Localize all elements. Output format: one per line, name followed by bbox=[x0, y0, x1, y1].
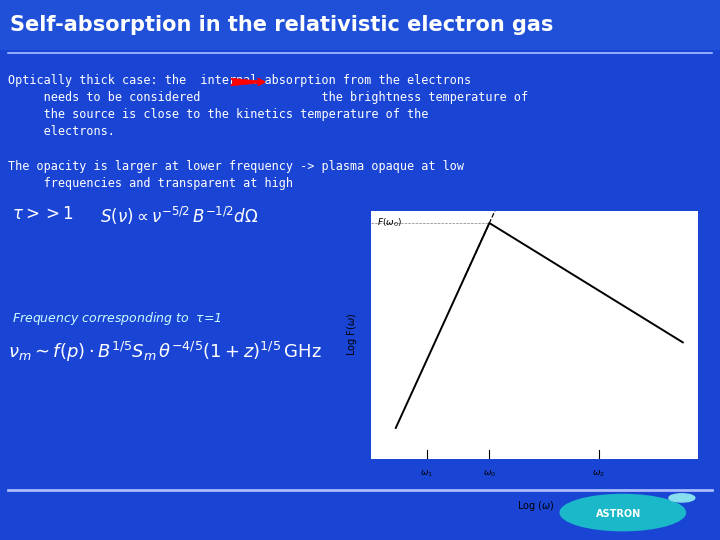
Text: ASTRON: ASTRON bbox=[596, 509, 641, 519]
Text: $\tau >>1$: $\tau >>1$ bbox=[12, 205, 74, 223]
Circle shape bbox=[669, 494, 695, 502]
Text: $\omega_0$: $\omega_0$ bbox=[483, 468, 496, 479]
Text: needs to be considered: needs to be considered bbox=[8, 91, 200, 104]
Text: Optically thick case: the  internal absorption from the electrons: Optically thick case: the internal absor… bbox=[8, 74, 471, 87]
Text: $\nu_m\sim f(p)\cdot B^{1/5}S_m\,\theta^{-4/5}(1+z)^{1/5}\,\mathrm{GHz}$: $\nu_m\sim f(p)\cdot B^{1/5}S_m\,\theta^… bbox=[8, 340, 322, 364]
Text: Self-absorption in the relativistic electron gas: Self-absorption in the relativistic elec… bbox=[10, 15, 554, 35]
Text: $S(\nu)\propto\nu^{-5/2}\,B^{-1/2}d\Omega$: $S(\nu)\propto\nu^{-5/2}\,B^{-1/2}d\Omeg… bbox=[100, 205, 258, 227]
Ellipse shape bbox=[559, 494, 686, 531]
Text: the brightness temperature of: the brightness temperature of bbox=[8, 91, 528, 104]
Text: $\omega_2$: $\omega_2$ bbox=[592, 468, 605, 479]
Text: The opacity is larger at lower frequency -> plasma opaque at low: The opacity is larger at lower frequency… bbox=[8, 160, 464, 173]
FancyBboxPatch shape bbox=[0, 0, 720, 50]
Text: the source is close to the kinetics temperature of the: the source is close to the kinetics temp… bbox=[8, 108, 428, 121]
Text: $\omega_1$: $\omega_1$ bbox=[420, 468, 433, 479]
Text: Frequency corresponding to  $\tau$=1: Frequency corresponding to $\tau$=1 bbox=[12, 310, 222, 327]
Text: frequencies and transparent at high: frequencies and transparent at high bbox=[8, 177, 293, 190]
Text: Log F$(\omega)$: Log F$(\omega)$ bbox=[345, 313, 359, 356]
Text: $F(\omega_0)$: $F(\omega_0)$ bbox=[377, 217, 402, 230]
Text: Log $(\omega)$: Log $(\omega)$ bbox=[518, 500, 555, 514]
Text: electrons.: electrons. bbox=[8, 125, 115, 138]
